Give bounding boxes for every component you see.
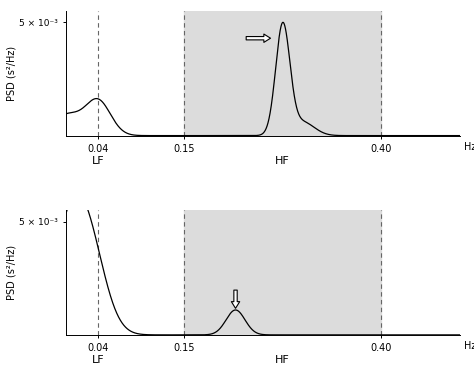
Text: Hz: Hz xyxy=(464,142,474,152)
Text: LF: LF xyxy=(91,355,104,365)
Text: HF: HF xyxy=(275,156,290,166)
Text: HF: HF xyxy=(275,355,290,365)
Text: LF: LF xyxy=(91,156,104,166)
Y-axis label: PSD (s²/Hz): PSD (s²/Hz) xyxy=(6,46,17,101)
Y-axis label: PSD (s²/Hz): PSD (s²/Hz) xyxy=(6,245,17,300)
Text: Hz: Hz xyxy=(464,341,474,351)
Bar xyxy=(184,11,381,135)
Bar xyxy=(184,210,381,335)
